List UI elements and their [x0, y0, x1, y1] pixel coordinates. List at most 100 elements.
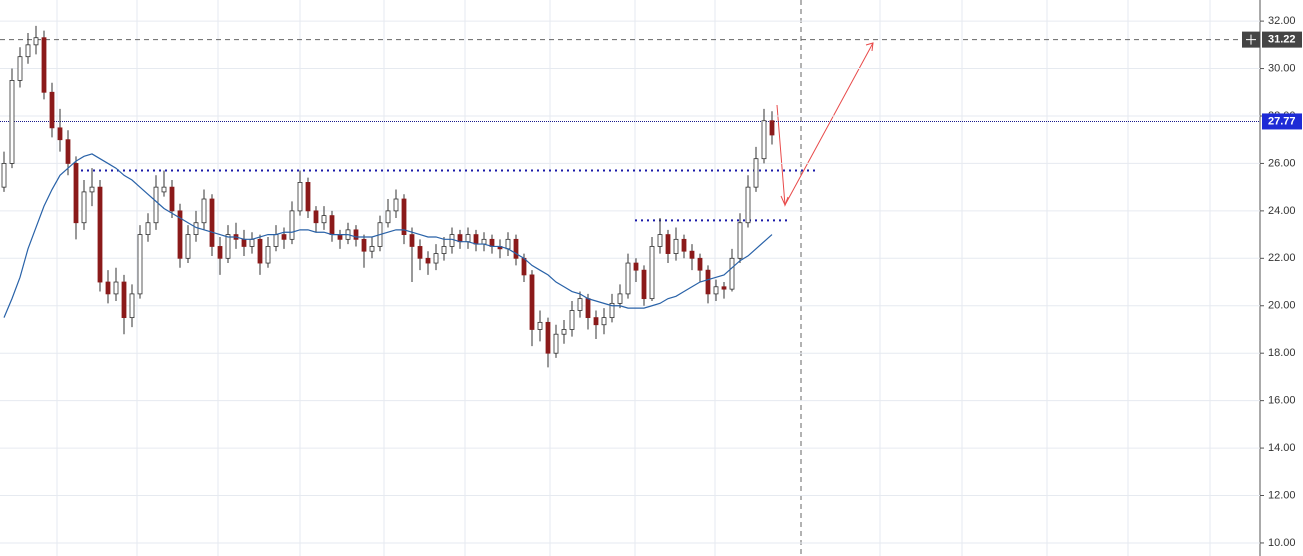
candle-body [745, 186, 751, 224]
candle-body [537, 321, 543, 330]
candle-body [433, 253, 439, 264]
candle-body [769, 120, 775, 136]
candle-body [409, 234, 415, 247]
candle-body [257, 238, 263, 264]
candle-body [569, 310, 575, 330]
candle-body [321, 215, 327, 224]
candle-body [649, 246, 655, 300]
candle-body [225, 234, 231, 259]
last-price-box [1262, 113, 1302, 130]
candle-body [641, 269, 647, 300]
candle-body [681, 238, 687, 252]
candle-body [761, 120, 767, 160]
candle-body [353, 229, 359, 240]
candle-body [513, 238, 519, 259]
candle-body [113, 281, 119, 295]
candle-body [737, 222, 743, 259]
candle-body [753, 158, 759, 188]
last-price-label: 27.77 [1268, 115, 1296, 127]
y-tick-label: 22.00 [1268, 252, 1296, 264]
candle-body [129, 293, 135, 319]
candle-body [57, 127, 63, 141]
candle-body [177, 210, 183, 259]
crosshair-plus-icon [1246, 34, 1256, 45]
candle-body [729, 257, 735, 290]
candle-body [281, 234, 287, 240]
arrow-annotation [776, 42, 874, 207]
candle-body [121, 281, 127, 319]
candle-body [673, 238, 679, 254]
candle-body [561, 329, 567, 335]
candle-body [209, 198, 215, 247]
candle-body [105, 281, 111, 295]
y-tick-label: 16.00 [1268, 395, 1296, 407]
candle-body [65, 139, 71, 164]
crosshair-price-label: 31.22 [1268, 34, 1296, 46]
candle-body [457, 234, 463, 243]
candle-body [337, 234, 343, 240]
candle-body [73, 163, 79, 224]
candle-body [89, 186, 95, 193]
candle-body [249, 238, 255, 247]
candle-body [473, 234, 479, 245]
candle-body [161, 186, 167, 193]
vertical-grid [56, 0, 1211, 556]
candle-body [153, 186, 159, 224]
candle-body [705, 269, 711, 295]
y-tick-label: 10.00 [1268, 537, 1296, 549]
candle-body [625, 262, 631, 295]
candle-body [545, 321, 551, 354]
candle-body [657, 234, 663, 247]
candle-body [577, 298, 583, 311]
candle-body [481, 238, 487, 245]
candle-body [449, 234, 455, 247]
candle-body [273, 234, 279, 247]
candle-body [593, 317, 599, 326]
candle-body [297, 182, 303, 212]
candle-body [713, 286, 719, 295]
candle-body [145, 222, 151, 235]
candle-body [369, 246, 375, 252]
candle-body [17, 56, 23, 81]
candle-body [185, 234, 191, 259]
candle-body [41, 37, 47, 93]
candle-body [217, 246, 223, 259]
candle-body [617, 293, 623, 304]
candle-body [33, 37, 39, 46]
candle-body [9, 80, 15, 164]
candle-body [97, 186, 103, 283]
candle-body [265, 246, 271, 264]
candle-body [169, 186, 175, 212]
candle-body [689, 250, 695, 259]
candle-body [441, 246, 447, 254]
candle-body [465, 234, 471, 243]
y-tick-label: 30.00 [1268, 62, 1296, 74]
candle-body [385, 210, 391, 224]
candle-body [633, 262, 639, 271]
candle-body [289, 210, 295, 240]
candle-body [1, 163, 7, 188]
candle-body [361, 238, 367, 252]
candle-body [697, 257, 703, 271]
candle-body [665, 234, 671, 254]
candle-body [529, 274, 535, 330]
moving-average [3, 153, 773, 318]
candle-body [521, 257, 527, 276]
crosshair-price-box [1262, 31, 1302, 48]
candle-body [49, 91, 55, 129]
candle-body [425, 257, 431, 264]
candle-body [553, 333, 559, 354]
candle-body [393, 198, 399, 212]
candle-body [193, 222, 199, 235]
candle-body [401, 198, 407, 235]
candle-body [81, 191, 87, 224]
candle-body [137, 234, 143, 295]
candle-body [305, 182, 311, 212]
candle-body [721, 286, 727, 290]
candle-body [313, 210, 319, 224]
y-tick-label: 26.00 [1268, 157, 1296, 169]
candle-body [417, 246, 423, 259]
candle-body [505, 238, 511, 250]
candle-body [489, 238, 495, 247]
